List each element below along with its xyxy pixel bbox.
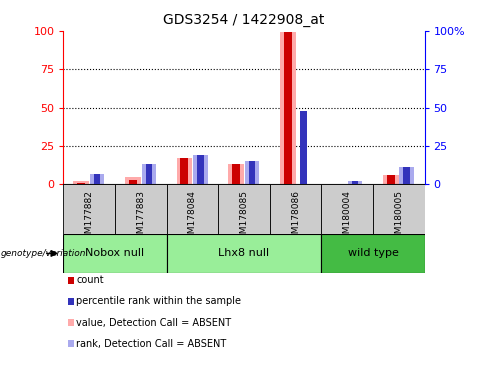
Text: Nobox null: Nobox null: [85, 248, 144, 258]
Bar: [228, 164, 244, 184]
Bar: [348, 181, 363, 184]
Bar: [232, 164, 240, 184]
Bar: [142, 164, 156, 184]
Text: GSM178085: GSM178085: [240, 190, 248, 245]
Text: percentile rank within the sample: percentile rank within the sample: [77, 296, 242, 306]
Bar: [400, 167, 414, 184]
Bar: [63, 234, 166, 273]
Bar: [387, 175, 395, 184]
Text: wild type: wild type: [347, 248, 398, 258]
Bar: [218, 184, 270, 234]
Text: rank, Detection Call = ABSENT: rank, Detection Call = ABSENT: [77, 339, 227, 349]
Bar: [383, 175, 399, 184]
Bar: [166, 184, 218, 234]
Text: Lhx8 null: Lhx8 null: [219, 248, 269, 258]
Bar: [322, 184, 373, 234]
Bar: [90, 174, 104, 184]
Bar: [181, 158, 188, 184]
Text: GSM177883: GSM177883: [136, 190, 145, 245]
Bar: [129, 180, 137, 184]
Bar: [352, 181, 358, 184]
Text: value, Detection Call = ABSENT: value, Detection Call = ABSENT: [77, 318, 232, 328]
Bar: [94, 174, 101, 184]
Text: count: count: [77, 275, 104, 285]
Bar: [166, 234, 322, 273]
Bar: [125, 177, 141, 184]
Title: GDS3254 / 1422908_at: GDS3254 / 1422908_at: [163, 13, 325, 27]
Bar: [322, 234, 425, 273]
Bar: [145, 164, 152, 184]
Bar: [115, 184, 166, 234]
Bar: [270, 184, 322, 234]
Text: GSM178084: GSM178084: [188, 190, 197, 245]
Bar: [373, 184, 425, 234]
Bar: [244, 161, 259, 184]
Bar: [300, 111, 307, 184]
Text: GSM180005: GSM180005: [394, 190, 403, 245]
Bar: [249, 161, 255, 184]
Bar: [280, 32, 296, 184]
Bar: [177, 158, 192, 184]
Text: genotype/variation: genotype/variation: [0, 249, 86, 258]
Text: GSM178086: GSM178086: [291, 190, 300, 245]
Bar: [77, 183, 85, 184]
Bar: [404, 167, 410, 184]
Bar: [284, 32, 292, 184]
Bar: [193, 155, 207, 184]
Bar: [197, 155, 203, 184]
Text: GSM177882: GSM177882: [85, 190, 94, 245]
Bar: [63, 184, 115, 234]
Text: GSM180004: GSM180004: [343, 190, 352, 245]
Bar: [73, 181, 89, 184]
